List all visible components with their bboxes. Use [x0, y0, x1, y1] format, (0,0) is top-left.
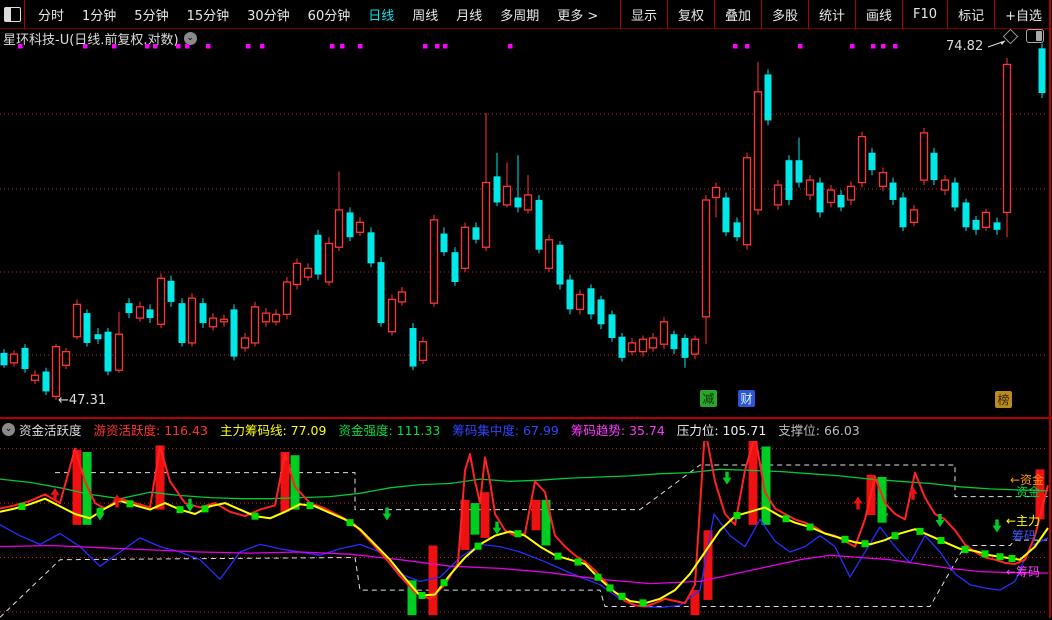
chart-title-row: 星环科技-U(日线.前复权.对数) ⌄: [3, 30, 197, 48]
svg-text:减: 减: [702, 392, 714, 406]
tab-日线[interactable]: 日线: [368, 8, 395, 24]
tab-更多 >[interactable]: 更多 >: [557, 8, 599, 24]
split-pane-icon[interactable]: [1026, 29, 1044, 43]
window-layout-icon[interactable]: [0, 0, 25, 28]
action-+自选[interactable]: +自选: [994, 0, 1052, 28]
tab-15分钟[interactable]: 15分钟: [186, 8, 230, 24]
indicator-field-筹码趋势: 筹码趋势: 35.74: [570, 422, 665, 438]
indicator-field-主力筹码线: 主力筹码线: 77.09: [219, 422, 327, 438]
toolbar-actions: 显示 复权 叠加 多股 统计 画线 F10 标记 +自选: [619, 0, 1052, 28]
svg-text:74.82: 74.82: [946, 39, 983, 54]
action-叠加[interactable]: 叠加: [713, 0, 761, 28]
chart-corner-icons: [1002, 28, 1044, 44]
tab-60分钟[interactable]: 60分钟: [307, 8, 351, 24]
panel-divider[interactable]: [0, 417, 1052, 419]
svg-text:榜: 榜: [997, 392, 1009, 407]
action-统计[interactable]: 统计: [808, 0, 855, 28]
tab-月线[interactable]: 月线: [456, 8, 483, 24]
action-F10[interactable]: F10: [902, 0, 947, 28]
tab-5分钟[interactable]: 5分钟: [134, 8, 169, 24]
svg-text:←47.31: ←47.31: [58, 393, 106, 408]
tab-周线[interactable]: 周线: [412, 8, 439, 24]
indicator-field-资金强度: 资金强度: 111.33: [338, 422, 441, 438]
action-画线[interactable]: 画线: [855, 0, 902, 28]
tab-多周期[interactable]: 多周期: [500, 8, 540, 24]
action-标记[interactable]: 标记: [947, 0, 994, 28]
indicator-field-压力位: 压力位: 105.71: [676, 422, 767, 438]
indicator-chart[interactable]: [0, 440, 1052, 620]
title-dropdown-icon[interactable]: ⌄: [183, 31, 197, 45]
action-复权[interactable]: 复权: [666, 0, 714, 28]
action-多股[interactable]: 多股: [761, 0, 808, 28]
indicator-field-游资活跃度: 游资活跃度: 116.43: [93, 422, 208, 438]
tab-1分钟[interactable]: 1分钟: [82, 8, 117, 24]
indicator-field-筹码集中度: 筹码集中度: 67.99: [452, 422, 559, 438]
tab-30分钟[interactable]: 30分钟: [247, 8, 290, 24]
period-tabs: 分时 1分钟 5分钟 15分钟 30分钟 60分钟 日线 周线 月线 多周期 更多 >: [25, 0, 607, 28]
indicator-header: ⌄ 资金活跃度 游资活跃度: 116.43 主力筹码线: 77.09 资金强度: 1…: [2, 420, 860, 438]
chart-title: 星环科技-U(日线.前复权.对数): [3, 32, 179, 48]
action-显示[interactable]: 显示: [619, 0, 667, 28]
top-toolbar: 分时 1分钟 5分钟 15分钟 30分钟 60分钟 日线 周线 月线 多周期 更多 > 显示 复权 叠加…: [0, 0, 1052, 29]
svg-text:财: 财: [740, 392, 752, 406]
indicator-collapse-icon[interactable]: ⌄: [2, 422, 15, 436]
candlestick-chart[interactable]: 74.82 ←47.31 减 财 榜: [0, 28, 1052, 417]
tab-分时[interactable]: 分时: [38, 8, 65, 24]
indicator-field-支撑位: 支撑位: 66.03: [778, 422, 860, 438]
indicator-name: 资金活跃度: [19, 422, 82, 438]
right-border: [1049, 0, 1051, 618]
